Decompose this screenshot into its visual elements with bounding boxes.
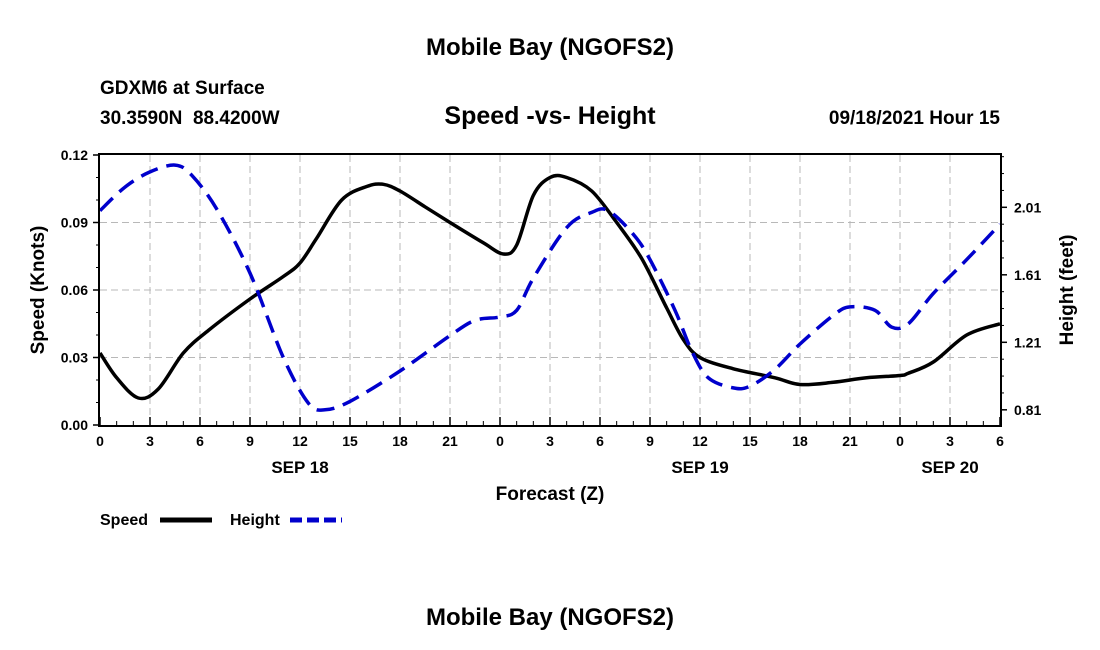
series-layer xyxy=(98,163,1002,412)
y2-axis-label: Height (feet) xyxy=(1057,235,1078,346)
x-tick-label: 12 xyxy=(292,433,308,449)
y-tick-label: 0.06 xyxy=(61,282,88,298)
y2-tick-label: 1.61 xyxy=(1014,267,1041,283)
x-axis-label: Forecast (Z) xyxy=(496,484,605,505)
y-tick-label: 0.09 xyxy=(61,215,88,231)
y2-tick-label: 0.81 xyxy=(1014,402,1041,418)
x-tick-label: 21 xyxy=(842,433,858,449)
chart-title: Mobile Bay (NGOFS2) xyxy=(426,34,674,61)
x-tick-label: 9 xyxy=(246,433,254,449)
height-series-line xyxy=(98,163,1002,412)
x-tick-label: 18 xyxy=(392,433,408,449)
date-label: SEP 18 xyxy=(271,458,328,477)
x-tick-label: 0 xyxy=(96,433,104,449)
grid xyxy=(100,155,1000,425)
x-tick-label: 21 xyxy=(442,433,458,449)
legend-height-label: Height xyxy=(230,512,280,529)
x-tick-label: 15 xyxy=(742,433,758,449)
date-label: SEP 20 xyxy=(921,458,978,477)
y2-tick-labels: 0.81 1.21 1.61 2.01 xyxy=(1014,199,1041,418)
x-tick-label: 0 xyxy=(896,433,904,449)
x-tick-label: 12 xyxy=(692,433,708,449)
x-tick-label: 0 xyxy=(496,433,504,449)
y-tick-label: 0.12 xyxy=(61,147,88,163)
x-tick-labels: 0 3 6 9 12 15 18 21 0 3 6 9 12 15 18 21 0 3 6 xyxy=(96,433,1004,449)
y2-tick-label: 2.01 xyxy=(1014,199,1041,215)
x-tick-label: 3 xyxy=(946,433,954,449)
legend: Speed Height xyxy=(100,512,342,529)
x-tick-label: 6 xyxy=(196,433,204,449)
legend-speed-label: Speed xyxy=(100,512,148,529)
y-tick-label: 0.00 xyxy=(61,417,88,433)
chart-subtitle: Speed -vs- Height xyxy=(444,102,656,130)
footer-title: Mobile Bay (NGOFS2) xyxy=(426,604,674,631)
date-label: SEP 19 xyxy=(671,458,728,477)
x-tick-label: 18 xyxy=(792,433,808,449)
x-tick-label: 15 xyxy=(342,433,358,449)
speed-series-line xyxy=(98,173,1001,401)
x-tick-label: 6 xyxy=(596,433,604,449)
x-tick-label: 6 xyxy=(996,433,1004,449)
x-tick-label: 3 xyxy=(546,433,554,449)
y-axis-label: Speed (Knots) xyxy=(28,226,49,355)
station-label: GDXM6 at Surface xyxy=(100,78,265,99)
coordinates-label: 30.3590N 88.4200W xyxy=(100,108,280,129)
y2-tick-label: 1.21 xyxy=(1014,334,1041,350)
y-tick-labels: 0.00 0.03 0.06 0.09 0.12 xyxy=(61,147,88,433)
x-tick-label: 9 xyxy=(646,433,654,449)
y-tick-label: 0.03 xyxy=(61,350,88,366)
x-tick-label: 3 xyxy=(146,433,154,449)
ticks xyxy=(93,154,1007,426)
forecast-datetime: 09/18/2021 Hour 15 xyxy=(829,108,1001,129)
date-labels: SEP 18 SEP 19 SEP 20 xyxy=(271,458,978,477)
